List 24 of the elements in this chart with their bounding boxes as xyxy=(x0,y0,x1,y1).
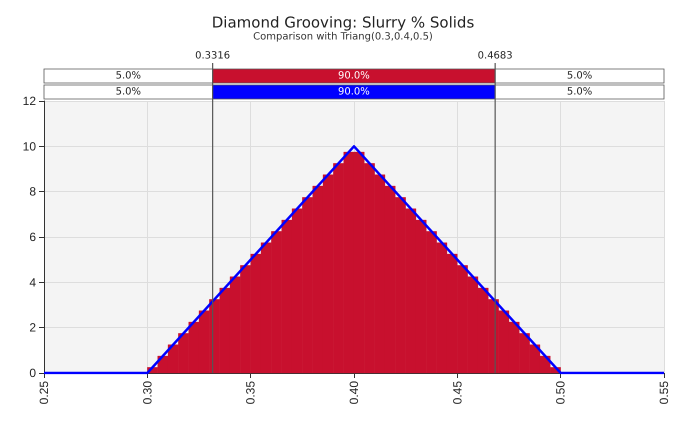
x-tick-label: 0.40 xyxy=(347,380,361,404)
x-tick-label: 0.55 xyxy=(657,380,671,404)
chart-subtitle: Comparison with Triang(0.3,0.4,0.5) xyxy=(253,32,433,42)
y-tick-label: 0 xyxy=(29,366,36,380)
text: 5.0% xyxy=(116,70,142,82)
x-tick-label: 0.45 xyxy=(450,380,464,404)
y-tick-label: 12 xyxy=(22,94,36,108)
chart-title: Diamond Grooving: Slurry % Solids xyxy=(212,14,474,32)
text: 90.0% xyxy=(338,86,370,98)
x-tick-label: 0.35 xyxy=(244,380,258,404)
x-tick-label: 0.25 xyxy=(37,380,51,404)
ref-line-label: 0.4683 xyxy=(478,50,513,62)
text: 5.0% xyxy=(566,86,592,98)
text: 5.0% xyxy=(116,86,142,98)
y-tick-label: 6 xyxy=(29,230,36,244)
ref-line-label: 0.3316 xyxy=(195,50,230,62)
y-tick-label: 8 xyxy=(29,184,36,199)
text: 5.0% xyxy=(566,70,592,82)
y-tick-label: 4 xyxy=(29,275,36,290)
y-tick-label: 10 xyxy=(22,139,36,154)
y-tick-label: 2 xyxy=(29,320,36,335)
x-tick-label: 0.50 xyxy=(554,380,568,404)
text: 90.0% xyxy=(338,70,370,82)
x-tick-label: 0.30 xyxy=(140,380,154,404)
